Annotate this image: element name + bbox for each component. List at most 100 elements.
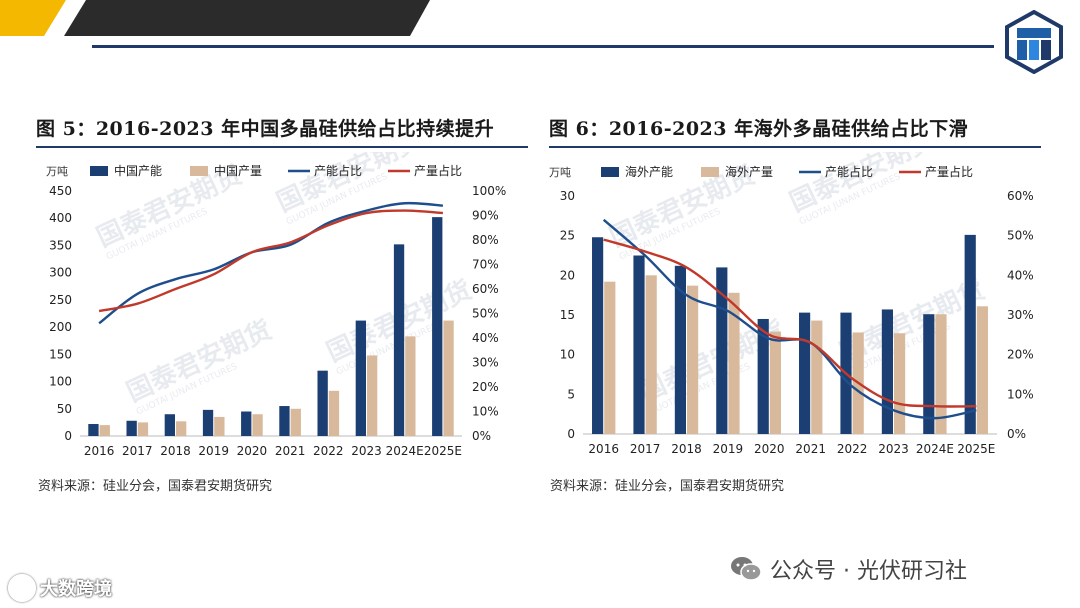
y2-tick-label: 0% [472, 429, 491, 443]
x-tick-label: 2024E [386, 444, 424, 458]
line-output-share [98, 209, 443, 313]
bar-capacity [592, 237, 604, 434]
brand-watermark: 大数跨境 [8, 574, 112, 602]
y-tick-label: 30 [560, 189, 575, 203]
x-tick-label: 2023 [351, 444, 382, 458]
y-tick-label: 150 [49, 347, 72, 361]
x-tick-label: 2025E [424, 444, 462, 458]
y2-tick-label: 40% [1007, 268, 1034, 282]
bar-output [443, 320, 454, 436]
bar-capacity [633, 255, 645, 434]
y-tick-label: 50 [57, 402, 72, 416]
x-tick-label: 2016 [84, 444, 115, 458]
legend-swatch [601, 167, 619, 177]
left-title-rule [36, 146, 528, 148]
y-tick-label: 25 [560, 229, 575, 243]
legend-label: 产量占比 [414, 163, 462, 178]
legend-label: 产量占比 [925, 164, 973, 179]
bar-capacity [317, 370, 328, 436]
legend-swatch [190, 166, 208, 176]
y2-tick-label: 0% [1007, 427, 1026, 441]
left-chart-title: 图 5：2016-2023 年中国多晶硅供给占比持续提升 [36, 118, 495, 140]
bar-capacity [881, 309, 893, 434]
brand-ring-icon [8, 574, 36, 602]
line-capacity-share [98, 201, 443, 325]
y-tick-label: 0 [64, 429, 72, 443]
bar-output [769, 331, 781, 434]
x-tick-label: 2018 [671, 442, 702, 456]
bar-capacity [923, 314, 935, 434]
bar-capacity [799, 312, 811, 434]
y2-tick-label: 40% [472, 331, 499, 345]
line-output-share [603, 238, 977, 408]
bar-output [367, 355, 378, 436]
right-chart-title: 图 6：2016-2023 年海外多晶硅供给占比下滑 [549, 118, 969, 140]
wechat-icon [731, 557, 762, 581]
header-bar [0, 0, 430, 36]
bar-output [728, 292, 740, 434]
y2-tick-label: 50% [1007, 229, 1034, 243]
y2-tick-label: 90% [472, 209, 499, 223]
left-source-note: 资料来源：硅业分会，国泰君安期货研究 [38, 479, 273, 494]
y-tick-label: 250 [49, 293, 72, 307]
bar-output [976, 306, 988, 434]
bar-capacity [393, 244, 405, 436]
bar-output [811, 320, 823, 434]
legend-label: 海外产能 [625, 164, 673, 179]
bar-output [99, 425, 110, 436]
right-title-rule [549, 146, 1041, 148]
wechat-account-label: 公众号 · 光伏研习社 [770, 559, 967, 584]
wechat-account[interactable]: 公众号 · 光伏研习社 [730, 553, 967, 585]
x-tick-label: 2025E [957, 442, 995, 456]
y-tick-label: 200 [49, 320, 72, 334]
bar-capacity [202, 409, 214, 436]
y-axis-unit-label: 万吨 [549, 166, 571, 179]
y-tick-label: 300 [49, 266, 72, 280]
legend-label: 产能占比 [825, 164, 873, 179]
bar-output [687, 285, 699, 434]
bar-output [176, 421, 187, 436]
x-tick-label: 2022 [837, 442, 868, 456]
x-tick-label: 2019 [198, 444, 229, 458]
y2-tick-label: 70% [472, 258, 499, 272]
bar-output [604, 281, 616, 434]
y-tick-label: 450 [49, 184, 72, 198]
watermark-text: 国泰君安期货 [272, 152, 426, 218]
x-tick-label: 2018 [160, 444, 191, 458]
x-tick-label: 2020 [237, 444, 268, 458]
y2-tick-label: 10% [1007, 387, 1034, 401]
bar-output [137, 422, 149, 436]
legend-swatch [90, 166, 108, 176]
y-tick-label: 5 [567, 387, 575, 401]
bar-capacity [164, 414, 175, 436]
bar-output [252, 414, 263, 436]
y-tick-label: 10 [560, 348, 575, 362]
bar-capacity [126, 420, 137, 436]
x-tick-label: 2022 [313, 444, 344, 458]
y2-tick-label: 30% [472, 356, 499, 370]
x-tick-label: 2021 [795, 442, 826, 456]
x-tick-label: 2017 [630, 442, 661, 456]
x-tick-label: 2016 [588, 442, 619, 456]
y-axis-unit-label: 万吨 [46, 165, 68, 178]
y-tick-label: 15 [560, 308, 575, 322]
bar-capacity [241, 411, 252, 436]
legend-swatch [701, 167, 719, 177]
x-tick-label: 2017 [122, 444, 153, 458]
bar-output [405, 336, 416, 436]
x-tick-label: 2023 [878, 442, 909, 456]
bar-output [894, 333, 906, 434]
legend-label: 产能占比 [314, 163, 362, 178]
bar-capacity [964, 234, 976, 434]
header-rule [92, 45, 994, 48]
futures-logo-icon [1005, 10, 1063, 74]
y-tick-label: 400 [49, 211, 72, 225]
y-tick-label: 100 [49, 375, 72, 389]
y-tick-label: 0 [567, 427, 575, 441]
bar-capacity [355, 320, 366, 436]
bar-capacity [674, 265, 686, 434]
bar-output [214, 416, 225, 436]
y2-tick-label: 60% [1007, 189, 1034, 203]
y2-tick-label: 60% [472, 282, 499, 296]
